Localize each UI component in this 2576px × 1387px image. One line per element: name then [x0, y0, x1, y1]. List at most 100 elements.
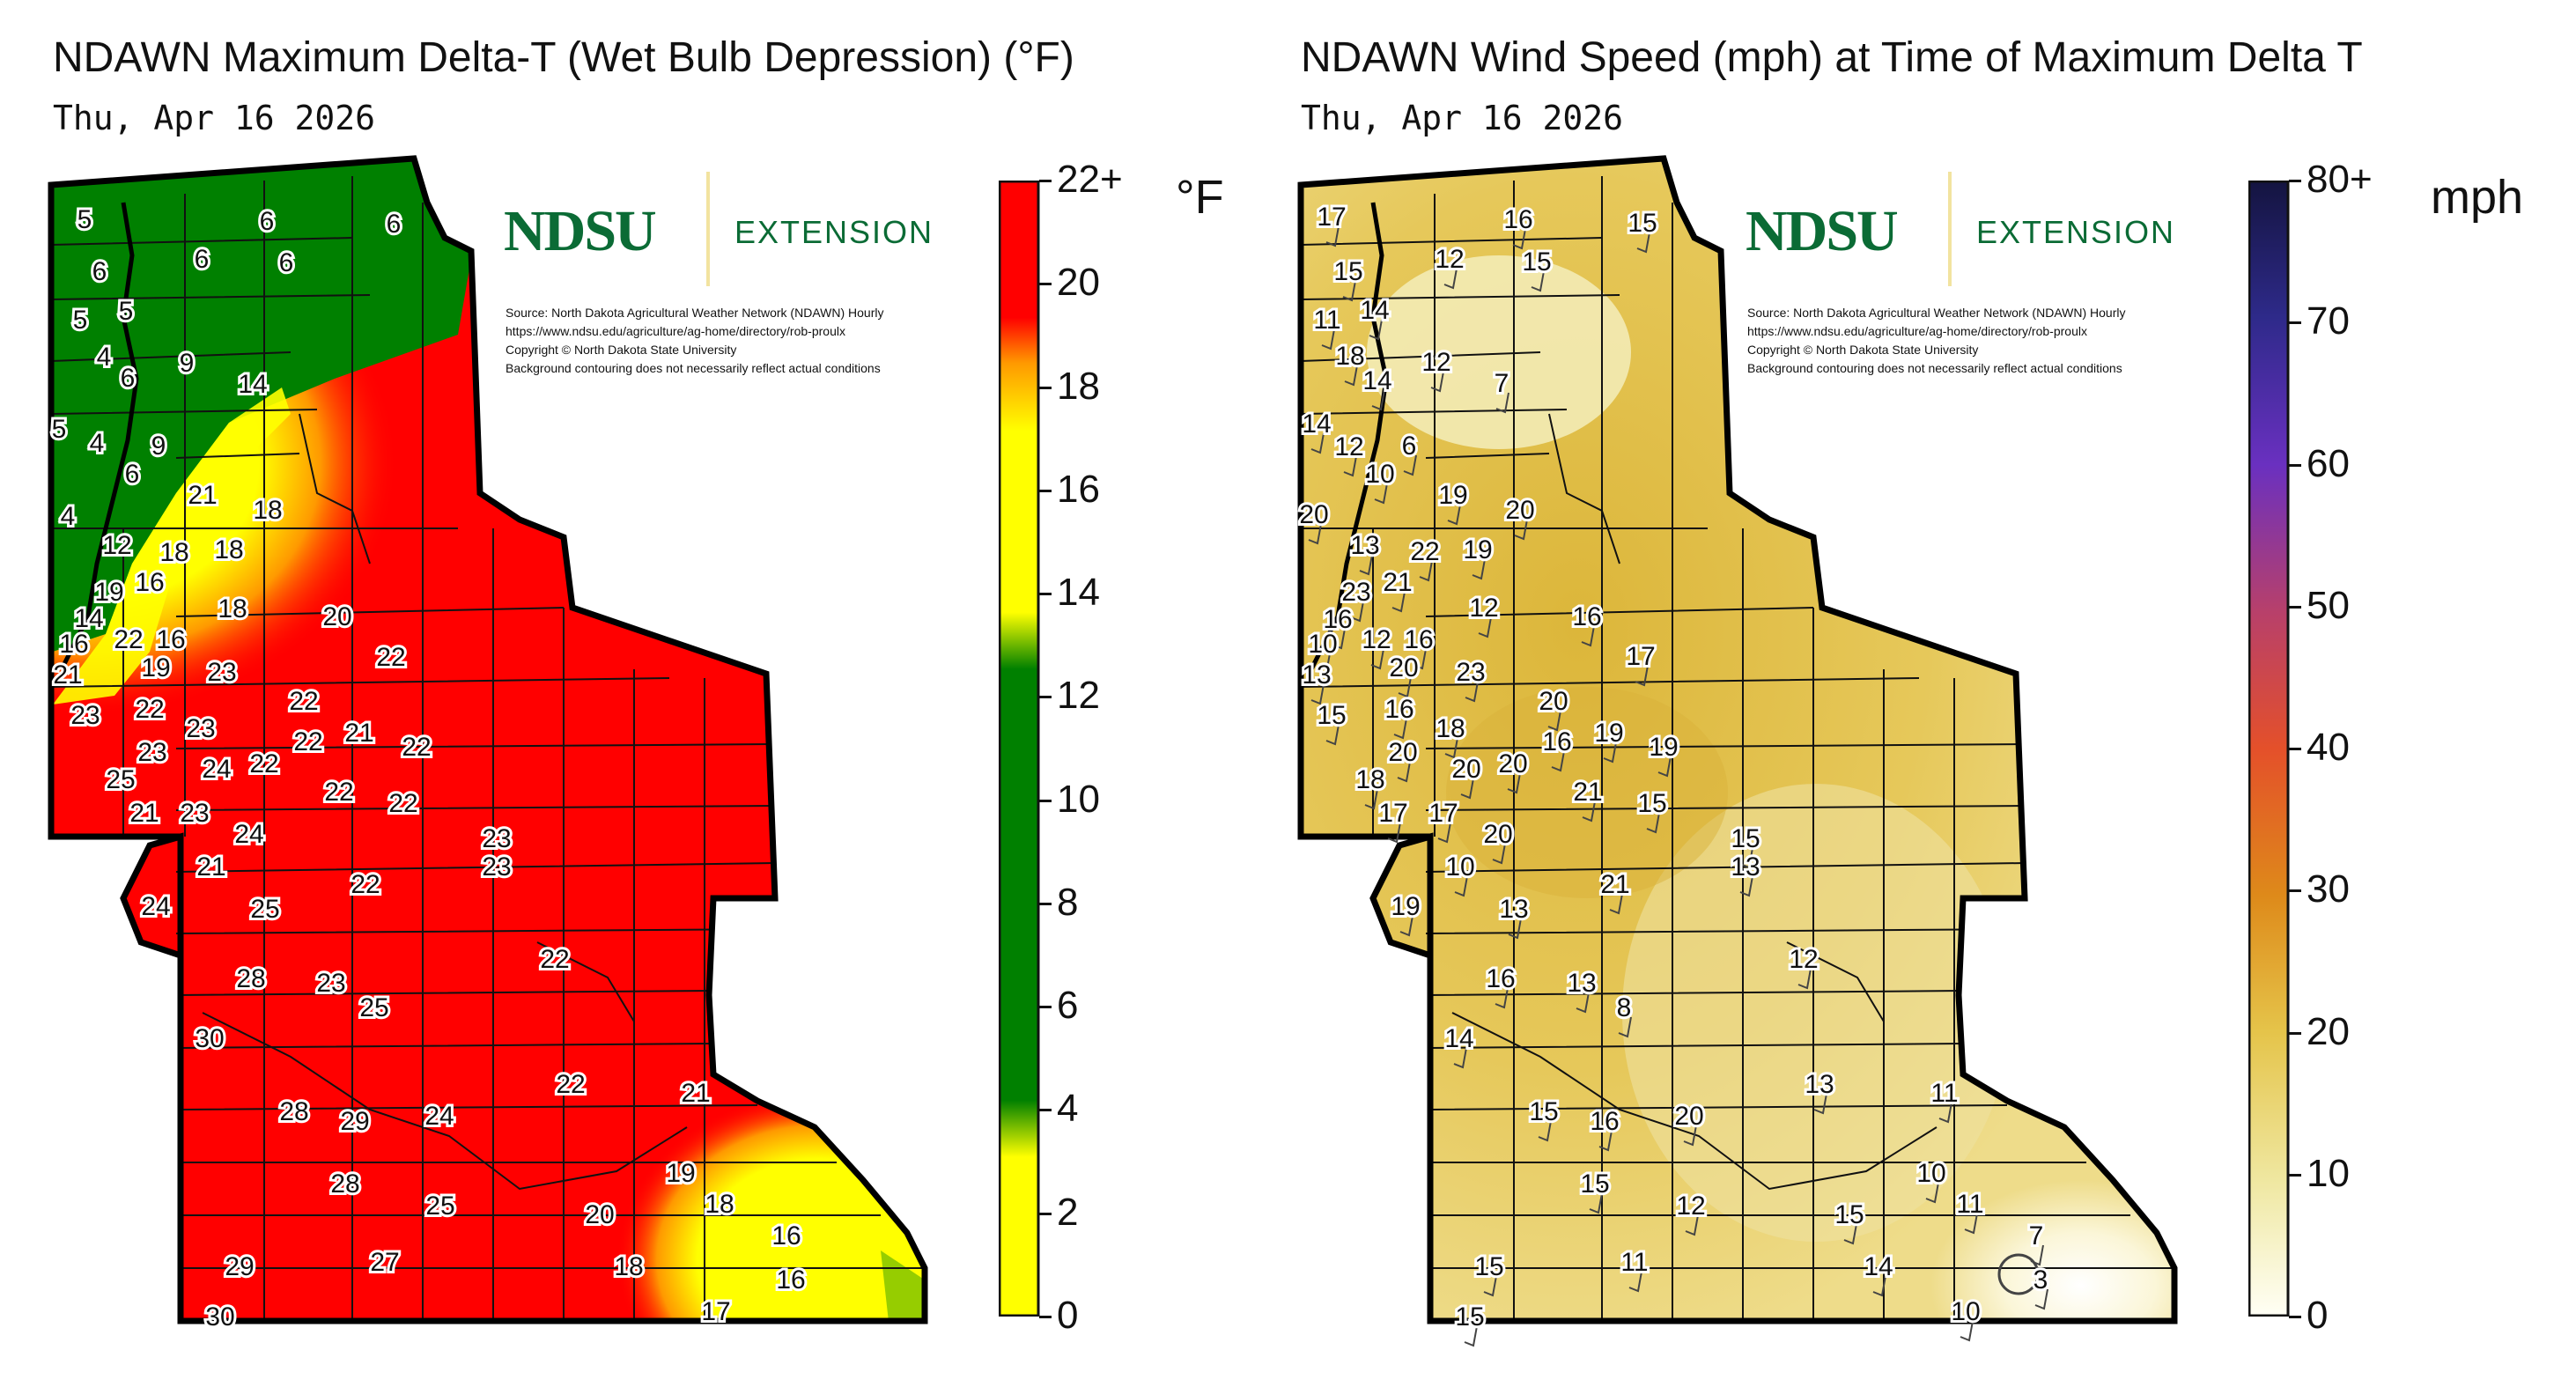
station-value: 12 [1789, 945, 1818, 974]
station-value: 23 [137, 738, 166, 767]
station-value: 18 [1335, 342, 1364, 371]
station-value: 25 [106, 765, 135, 794]
colorbar-tick-mark [1039, 1006, 1052, 1009]
station-value: 19 [141, 653, 170, 682]
colorbar-tick-mark [1039, 696, 1052, 699]
wind-barb [1598, 1130, 1613, 1152]
station-value: 16 [1486, 964, 1515, 993]
wind-barb [1739, 847, 1753, 869]
station-value: 14 [1864, 1252, 1893, 1281]
wind-barb [1443, 268, 1458, 290]
wind-title: NDAWN Wind Speed (mph) at Time of Maximu… [1301, 34, 2363, 81]
wind-barb [1589, 1192, 1603, 1214]
station-value: 15 [1628, 209, 1657, 238]
station-value: 23 [316, 969, 345, 998]
station-value: 7 [2029, 1221, 2044, 1251]
wind-barb [1472, 558, 1486, 580]
station-value: 23 [180, 799, 209, 828]
wind-date: Thu, Apr 16 2026 [1301, 99, 1624, 137]
colorbar-tick-mark [1039, 799, 1052, 802]
station-value: 24 [141, 892, 170, 921]
wind-barb [1437, 822, 1451, 844]
delta-t-unit: °F [1176, 171, 1224, 224]
colorbar-tick-label: 40 [2307, 726, 2350, 769]
station-value: 21 [1573, 778, 1602, 807]
colorbar-tick-mark [1039, 1316, 1052, 1318]
wind-barb [1460, 778, 1474, 800]
colorbar-tick-mark [2289, 1173, 2301, 1177]
station-value: 20 [1299, 500, 1328, 529]
colorbar-tick-mark [1039, 1212, 1052, 1215]
ndsu-extension-logo-right: NDSU EXTENSION [1746, 172, 2203, 286]
station-value: 11 [1313, 306, 1340, 335]
wind-barb [1444, 737, 1458, 759]
station-value: 15 [1580, 1169, 1609, 1199]
wind-barb [1507, 772, 1521, 794]
station-value: 6 [279, 248, 294, 277]
station-value: 22 [556, 1070, 585, 1099]
station-value: 16 [776, 1265, 805, 1295]
wind-barb [1350, 601, 1364, 623]
colorbar-tick-label: 6 [1057, 984, 1079, 1028]
wind-barb [1514, 519, 1528, 541]
station-value: 16 [1384, 695, 1413, 724]
station-value: 15 [1522, 247, 1551, 277]
station-value: 19 [94, 578, 123, 607]
station-value: 18 [218, 594, 247, 623]
station-value: 18 [1355, 765, 1384, 794]
station-value: 19 [1438, 481, 1467, 510]
delta-t-date: Thu, Apr 16 2026 [53, 99, 376, 137]
station-value: 20 [585, 1200, 614, 1229]
source-note-left: Source: North Dakota Agricultural Weathe… [506, 306, 884, 375]
station-value: 15 [1474, 1252, 1503, 1281]
station-value: 14 [1302, 409, 1331, 439]
colorbar-tick-mark [1039, 593, 1052, 596]
wind-barb [1483, 1275, 1497, 1297]
colorbar-tick-mark [2289, 1031, 2301, 1035]
colorbar-tick-label: 4 [1057, 1087, 1079, 1131]
station-value: 6 [195, 245, 210, 274]
colorbar-tick-label: 10 [2307, 1151, 2350, 1195]
wind-barb [1843, 1223, 1857, 1245]
station-value: 21 [129, 799, 159, 828]
colorbar-tick-label: 10 [1057, 777, 1100, 821]
station-value: 20 [1674, 1102, 1703, 1131]
wind-barb [1925, 1182, 1939, 1204]
station-value: 11 [1620, 1248, 1648, 1277]
station-value: 28 [330, 1169, 359, 1199]
station-value: 12 [1362, 625, 1391, 654]
station-value: 14 [74, 604, 103, 633]
station-value: 15 [1333, 257, 1362, 286]
station-value: 21 [1600, 870, 1629, 899]
colorbar-tick-label: 60 [2307, 441, 2350, 485]
wind-barb [1419, 560, 1433, 582]
wind-barb [1739, 875, 1753, 897]
station-value: 19 [1594, 719, 1623, 748]
wind-barb [1551, 750, 1565, 772]
station-value: 20 [1451, 755, 1480, 784]
wind-barb [1453, 1047, 1467, 1069]
station-value: 12 [1435, 245, 1464, 274]
wind-barb [1371, 389, 1385, 411]
colorbar-tick-mark [1039, 283, 1052, 286]
colorbar-tick-mark [1039, 1109, 1052, 1112]
colorbar-tick-mark [2289, 748, 2301, 750]
station-value: 10 [1916, 1159, 1945, 1188]
wind-barb [1813, 1093, 1827, 1115]
wind-barb [1964, 1213, 1978, 1235]
station-value: 15 [1317, 701, 1346, 730]
wind-barb [1364, 788, 1378, 810]
station-value: 19 [1391, 892, 1420, 921]
station-value: 20 [1388, 738, 1417, 767]
colorbar-tick-label: 20 [2307, 1009, 2350, 1053]
wind-barb [1960, 1320, 1974, 1342]
wind-barb [1609, 893, 1623, 915]
station-value: 12 [1676, 1191, 1705, 1221]
station-value: 30 [205, 1302, 234, 1332]
wind-barb [1317, 653, 1331, 675]
wind-barb [1369, 319, 1383, 341]
station-value: 6 [92, 257, 107, 286]
station-value: 22 [249, 749, 278, 778]
station-value: 20 [322, 602, 351, 631]
